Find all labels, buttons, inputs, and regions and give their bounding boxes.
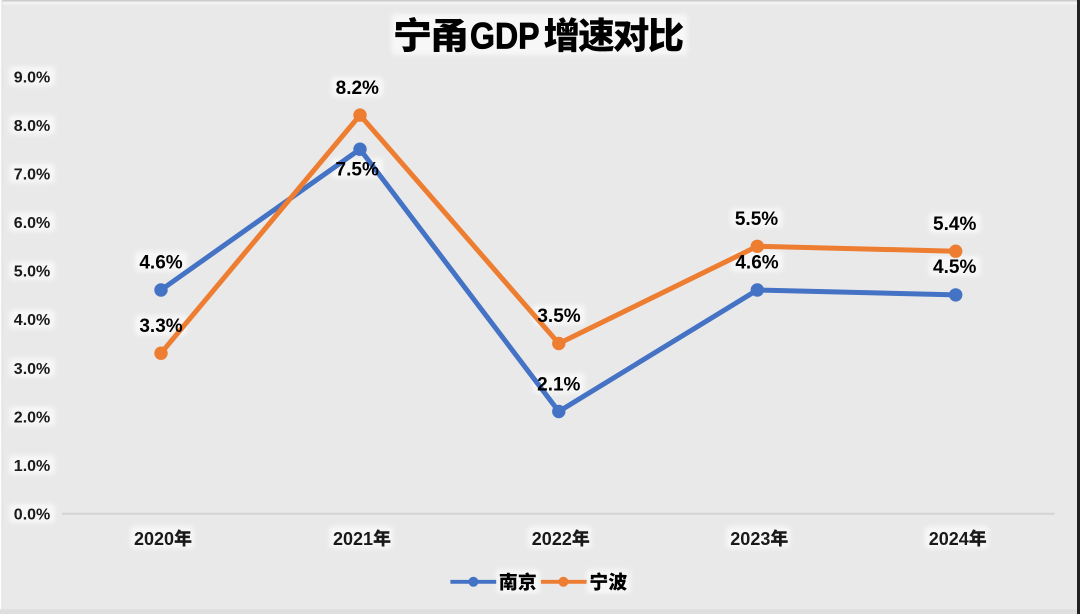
svg-text:8.0%: 8.0% bbox=[14, 118, 50, 135]
svg-text:2021: 2021 bbox=[333, 529, 373, 549]
svg-text:0.0%: 0.0% bbox=[14, 507, 50, 524]
svg-text:4.6%: 4.6% bbox=[735, 252, 778, 273]
svg-text:5.4%: 5.4% bbox=[933, 214, 976, 235]
svg-text:6.0%: 6.0% bbox=[14, 215, 50, 232]
svg-text:2024: 2024 bbox=[929, 529, 969, 549]
svg-text:1.0%: 1.0% bbox=[14, 458, 50, 475]
svg-text:3.0%: 3.0% bbox=[14, 361, 50, 378]
svg-text:5.0%: 5.0% bbox=[14, 264, 50, 281]
svg-text:2.1%: 2.1% bbox=[537, 374, 580, 395]
svg-text:7.0%: 7.0% bbox=[14, 166, 50, 183]
svg-text:4.5%: 4.5% bbox=[933, 257, 976, 278]
svg-text:8.2%: 8.2% bbox=[336, 78, 379, 99]
svg-text:3.5%: 3.5% bbox=[537, 306, 580, 327]
svg-text:4.0%: 4.0% bbox=[14, 312, 50, 329]
svg-text:2023: 2023 bbox=[730, 529, 770, 549]
svg-text:2022: 2022 bbox=[532, 529, 572, 549]
svg-text:3.3%: 3.3% bbox=[139, 316, 182, 337]
svg-text:9.0%: 9.0% bbox=[14, 69, 50, 86]
svg-text:5.5%: 5.5% bbox=[735, 209, 778, 230]
svg-text:7.5%: 7.5% bbox=[336, 159, 379, 180]
svg-text:GDP: GDP bbox=[470, 16, 540, 57]
svg-text:4.6%: 4.6% bbox=[139, 252, 182, 273]
svg-text:2.0%: 2.0% bbox=[14, 409, 50, 426]
svg-text:2020: 2020 bbox=[134, 529, 174, 549]
